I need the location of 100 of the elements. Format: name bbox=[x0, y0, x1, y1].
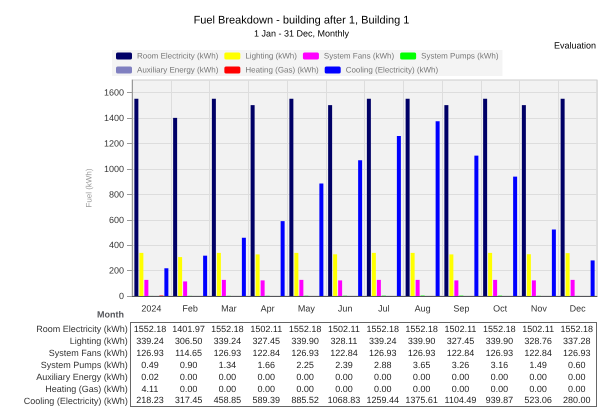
chart-title: Fuel Breakdown - building after 1, Building 1 bbox=[194, 14, 410, 26]
data-label: 1.34 bbox=[218, 358, 238, 370]
data-label: 126.93 bbox=[406, 346, 436, 358]
x-tick-label: Mar bbox=[221, 304, 237, 314]
data-label: 0.00 bbox=[528, 370, 548, 382]
bar bbox=[299, 280, 304, 296]
y-tick-label: 0 bbox=[118, 291, 124, 301]
data-label: 2.25 bbox=[295, 358, 315, 370]
bar bbox=[532, 280, 536, 296]
data-label: 0.00 bbox=[334, 382, 354, 394]
data-label: 523.06 bbox=[518, 394, 558, 406]
bar bbox=[222, 280, 226, 296]
data-label: 1.49 bbox=[528, 358, 548, 370]
data-label: 0.00 bbox=[450, 370, 470, 382]
bar bbox=[280, 221, 285, 296]
data-label: 306.50 bbox=[174, 334, 204, 346]
y-tick-label: 1200 bbox=[104, 138, 124, 149]
data-label: 0.00 bbox=[256, 382, 276, 394]
data-label: 1552.18 bbox=[286, 322, 325, 334]
legend-label: System Fans (kWh) bbox=[324, 52, 394, 60]
x-tick-label: Sep bbox=[453, 304, 470, 314]
y-tick-label: 1400 bbox=[104, 113, 124, 124]
data-label: 1502.11 bbox=[246, 322, 286, 334]
bar bbox=[328, 105, 332, 296]
data-label: 0.00 bbox=[373, 370, 393, 382]
data-label: 0.00 bbox=[218, 382, 238, 394]
bar bbox=[372, 252, 376, 296]
bar bbox=[203, 256, 208, 296]
data-label: 0.60 bbox=[558, 358, 596, 370]
bar bbox=[144, 280, 148, 296]
x-tick-label: Jun bbox=[338, 304, 352, 314]
data-label: 126.93 bbox=[558, 346, 596, 358]
bar bbox=[260, 280, 265, 296]
data-label: 122.84 bbox=[252, 346, 282, 358]
bar bbox=[333, 254, 338, 296]
data-label: 327.45 bbox=[446, 334, 476, 346]
data-label: 280.00 bbox=[558, 394, 596, 406]
data-label: 1502.11 bbox=[324, 322, 364, 334]
data-label: 126.93 bbox=[368, 346, 398, 358]
bar bbox=[483, 98, 488, 296]
y-tick-label: 1000 bbox=[104, 164, 124, 174]
bar bbox=[436, 121, 440, 296]
legend-label: Auxiliary Energy (kWh) bbox=[137, 66, 219, 74]
bar bbox=[256, 254, 260, 296]
data-label: 339.90 bbox=[406, 334, 436, 346]
data-label: 1552.18 bbox=[208, 322, 247, 334]
data-label: 1552.18 bbox=[402, 322, 442, 334]
data-label: 0.00 bbox=[450, 382, 470, 394]
legend-label: Room Electricity (kWh) bbox=[137, 52, 219, 60]
data-label: 0.00 bbox=[256, 370, 276, 382]
text: Lighting (kWh) bbox=[70, 336, 128, 346]
data-label: 339.90 bbox=[290, 334, 320, 346]
bar bbox=[366, 98, 371, 296]
bar bbox=[488, 252, 492, 296]
bar bbox=[493, 280, 498, 296]
bar bbox=[522, 105, 526, 296]
data-label: 0.00 bbox=[412, 382, 432, 394]
data-label: 0.00 bbox=[373, 382, 393, 394]
data-label: 218.23 bbox=[130, 394, 170, 406]
y-tick-label: 200 bbox=[108, 266, 124, 276]
data-label: 327.45 bbox=[252, 334, 282, 346]
data-label: 1375.61 bbox=[402, 394, 442, 406]
data-label: 458.85 bbox=[208, 394, 247, 406]
data-label: 0.02 bbox=[130, 370, 170, 382]
bar bbox=[474, 156, 478, 296]
data-label: 1104.49 bbox=[441, 394, 480, 406]
bar bbox=[513, 176, 518, 296]
x-tick-label: Nov bbox=[530, 304, 548, 314]
data-label: 939.87 bbox=[480, 394, 519, 406]
data-label: 1552.18 bbox=[480, 322, 519, 334]
y-tick-label: 800 bbox=[108, 189, 124, 200]
data-label: 339.24 bbox=[368, 334, 398, 346]
bar bbox=[164, 268, 168, 296]
y-axis-title: Fuel (kWh) bbox=[84, 168, 94, 208]
x-tick-label: Jul bbox=[378, 304, 390, 314]
data-label: 339.24 bbox=[212, 334, 242, 346]
text: Auxiliary Energy (kWh) bbox=[36, 372, 128, 382]
data-label: 0.00 bbox=[490, 382, 510, 394]
data-label: 3.26 bbox=[450, 358, 470, 370]
x-axis-title: Month bbox=[97, 310, 124, 320]
legend-label: Heating (Gas) (kWh) bbox=[245, 66, 320, 74]
bar bbox=[449, 254, 454, 296]
bar bbox=[134, 98, 138, 296]
bar bbox=[173, 118, 178, 296]
data-label: 1068.83 bbox=[324, 394, 364, 406]
data-label: 126.93 bbox=[130, 346, 170, 358]
x-tick-label: 2024 bbox=[141, 304, 162, 314]
x-tick-label: Dec bbox=[570, 304, 586, 314]
y-tick-label: 1600 bbox=[104, 88, 124, 98]
bar bbox=[338, 280, 342, 296]
bar bbox=[552, 230, 556, 296]
data-label: 1552.18 bbox=[558, 322, 596, 334]
bar bbox=[294, 252, 298, 296]
bar bbox=[139, 252, 144, 296]
data-label: 4.11 bbox=[130, 382, 170, 394]
x-tick-label: Feb bbox=[182, 304, 198, 314]
data-label: 122.84 bbox=[446, 346, 476, 358]
data-label: 1502.11 bbox=[441, 322, 480, 334]
text: Room Electricity (kWh) bbox=[36, 324, 128, 334]
bar bbox=[560, 98, 565, 296]
